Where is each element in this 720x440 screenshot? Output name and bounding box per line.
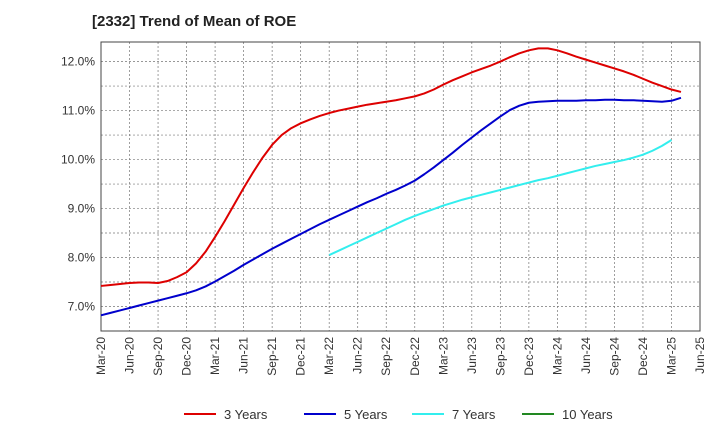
x-tick-label: Sep-22: [379, 337, 393, 376]
x-tick-label: Dec-22: [408, 337, 422, 376]
x-tick-label: Sep-23: [493, 337, 507, 376]
y-tick-label: 7.0%: [68, 300, 96, 314]
y-tick-label: 9.0%: [68, 202, 96, 216]
x-tick-label: Mar-20: [94, 337, 108, 375]
x-tick-label: Sep-24: [607, 337, 621, 376]
legend-item: 3 Years: [184, 407, 268, 422]
x-tick-label: Mar-22: [322, 337, 336, 375]
series-line-3-years: [100, 47, 682, 287]
x-tick-label: Dec-20: [180, 337, 194, 376]
x-tick-label: Jun-21: [237, 337, 251, 374]
plot-frame: [100, 41, 701, 332]
legend-label: 5 Years: [344, 407, 388, 422]
legend-label: 10 Years: [562, 407, 613, 422]
x-tick-label: Sep-20: [151, 337, 165, 376]
x-tick-label: Mar-24: [550, 337, 564, 375]
x-tick-label: Jun-25: [693, 337, 707, 374]
y-tick-label: 10.0%: [61, 153, 95, 167]
legend-item: 7 Years: [412, 407, 496, 422]
legend-item: 5 Years: [304, 407, 388, 422]
x-tick-label: Mar-23: [436, 337, 450, 375]
chart-title: [2332] Trend of Mean of ROE: [92, 13, 297, 30]
grid: [101, 42, 700, 331]
series-line-7-years: [328, 139, 673, 256]
x-tick-label: Jun-24: [579, 337, 593, 374]
y-tick-label: 12.0%: [61, 55, 95, 69]
y-axis-ticks: 7.0% 8.0% 9.0% 10.0% 11.0% 12.0%: [61, 55, 95, 314]
x-axis-ticks: Mar-20 Jun-20 Sep-20 Dec-20 Mar-21 Jun-21 Sep-…: [94, 337, 707, 376]
x-tick-label: Jun-20: [123, 337, 137, 374]
series-lines: [100, 47, 682, 317]
legend-label: 3 Years: [224, 407, 268, 422]
x-tick-label: Dec-24: [636, 337, 650, 376]
x-tick-label: Jun-22: [351, 337, 365, 374]
x-tick-label: Mar-21: [208, 337, 222, 375]
y-tick-label: 8.0%: [68, 251, 96, 265]
legend-item: 10 Years: [522, 407, 613, 422]
x-tick-label: Mar-25: [664, 337, 678, 375]
x-tick-label: Dec-23: [522, 337, 536, 376]
legend-label: 7 Years: [452, 407, 496, 422]
legend: 3 Years 5 Years 7 Years 10 Years: [184, 407, 613, 422]
x-tick-label: Sep-21: [265, 337, 279, 376]
x-tick-label: Jun-23: [465, 337, 479, 374]
x-tick-label: Dec-21: [294, 337, 308, 376]
series-line-5-years: [100, 96, 682, 317]
y-tick-label: 11.0%: [62, 104, 95, 118]
